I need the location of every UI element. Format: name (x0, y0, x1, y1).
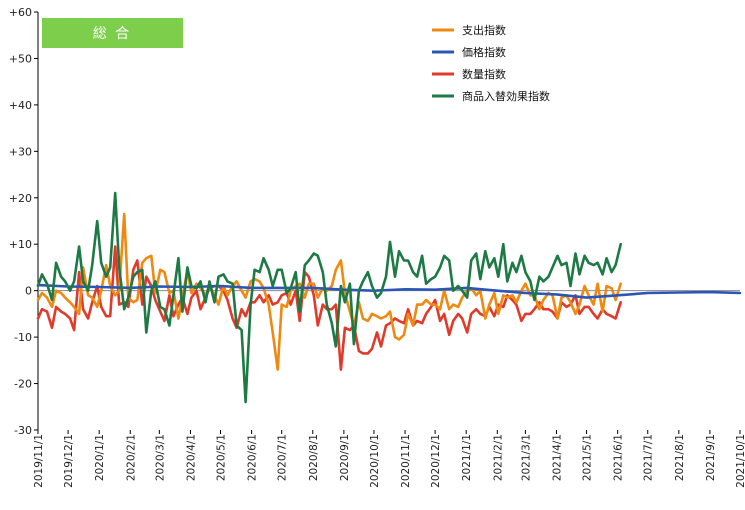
x-tick-label: 2021/10/1 (735, 434, 745, 488)
title-badge-background (42, 18, 183, 48)
y-axis: +60 +50 +40 +30 +20 +10 0 -10 -20 -30 (9, 6, 38, 437)
legend-label: 数量指数 (462, 67, 506, 81)
legend-item: 価格指数 (432, 45, 506, 59)
x-tick-label: 2020/3/1 (154, 434, 166, 481)
x-tick-label: 2020/11/1 (400, 434, 412, 488)
x-tick-label: 2021/6/1 (613, 434, 625, 481)
x-tick-label: 2021/4/1 (551, 434, 563, 481)
x-tick-label: 2020/2/1 (125, 434, 137, 481)
legend-label: 支出指数 (462, 23, 506, 37)
x-tick-label: 2021/7/1 (643, 434, 655, 481)
y-tick-label: -20 (14, 378, 32, 391)
series-lines (36, 191, 742, 404)
y-tick-label: +20 (9, 192, 32, 205)
x-tick-label: 2020/6/1 (247, 434, 259, 481)
legend-item: 支出指数 (432, 23, 506, 37)
legend-item: 数量指数 (432, 67, 506, 81)
x-tick-label: 2021/5/1 (582, 434, 594, 481)
x-tick-label: 2021/2/1 (492, 434, 504, 481)
legend-item: 商品入替効果指数 (432, 89, 550, 103)
chart-title-badge: 総 合 (42, 18, 183, 48)
y-tick-label: +10 (9, 238, 32, 251)
x-tick-label: 2021/9/1 (705, 434, 717, 481)
legend-label: 商品入替効果指数 (462, 89, 550, 103)
y-tick-label: +30 (9, 145, 32, 158)
y-tick-label: 0 (25, 285, 32, 298)
y-tick-label: -10 (14, 331, 32, 344)
y-tick-label: +60 (9, 6, 32, 19)
y-tick-label: +50 (9, 52, 32, 65)
x-tick-label: 2020/5/1 (216, 434, 228, 481)
x-tick-label: 2020/1/1 (94, 434, 106, 481)
x-tick-label: 2020/4/1 (185, 434, 197, 481)
x-tick-label: 2020/10/1 (369, 434, 381, 488)
y-tick-label: +40 (9, 99, 32, 112)
x-tick-label: 2020/8/1 (308, 434, 320, 481)
x-tick-label: 2021/3/1 (520, 434, 532, 481)
x-tick-label: 2019/11/1 (33, 434, 45, 488)
legend-label: 価格指数 (462, 45, 506, 59)
y-tick-label: -30 (14, 424, 32, 437)
series-line-2 (36, 283, 742, 299)
x-tick-label: 2020/7/1 (277, 434, 289, 481)
series-line-4 (36, 191, 623, 404)
x-tick-label: 2020/12/1 (430, 434, 442, 488)
x-tick-label: 2021/1/1 (461, 434, 473, 481)
x-tick-label: 2019/12/1 (63, 434, 75, 488)
chart-title: 総 合 (93, 26, 131, 42)
x-axis: 2019/11/1 2019/12/1 2020/1/1 2020/2/1 2020/3… (33, 430, 745, 488)
plot-area (37, 12, 740, 430)
x-tick-label: 2021/8/1 (674, 434, 686, 481)
x-tick-label: 2020/9/1 (339, 434, 351, 481)
